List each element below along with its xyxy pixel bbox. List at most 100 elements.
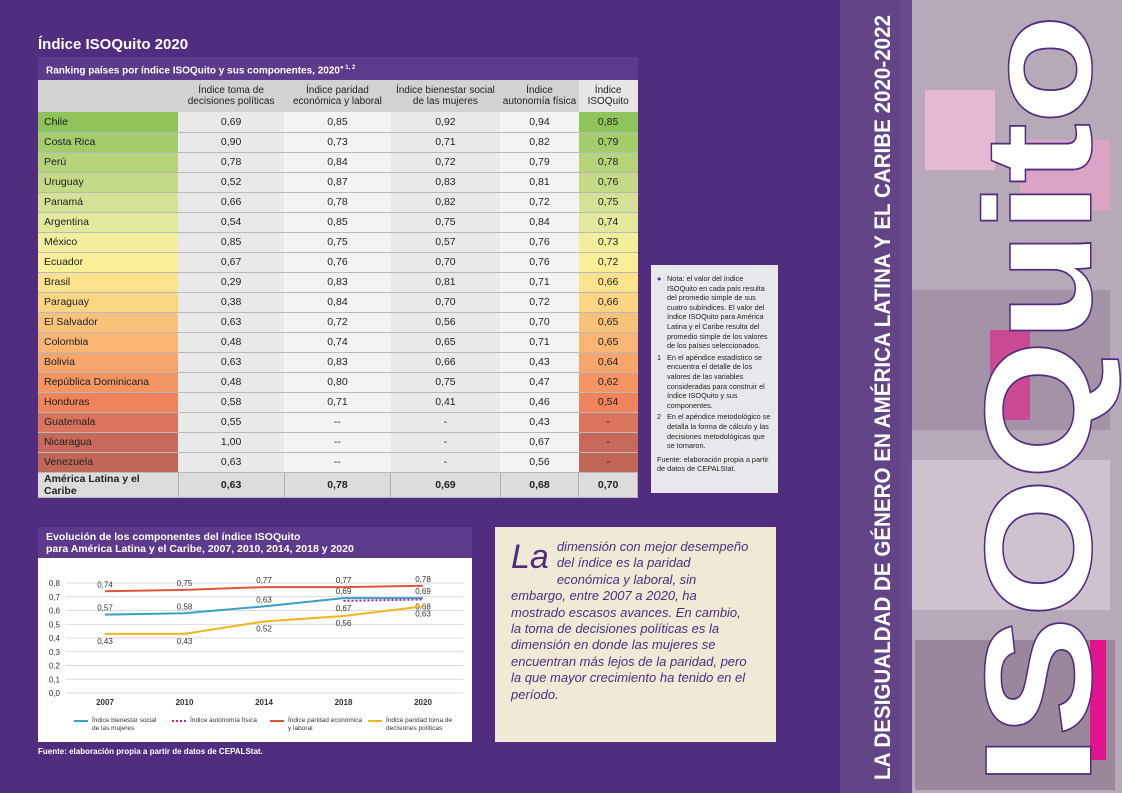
- value-label: 0,77: [336, 576, 352, 585]
- note-text: Nota: el valor del índice ISOQuito en ca…: [667, 274, 768, 351]
- legend-label: Índice paridad económica y laboral: [288, 715, 362, 732]
- table-cell: Argentina: [38, 212, 178, 233]
- table-cell: 0,83: [284, 352, 391, 373]
- y-tick-label: 0,0: [49, 689, 61, 698]
- table-cell: 0,48: [178, 372, 285, 393]
- caption-sup: 1, 2: [345, 65, 356, 71]
- table-cell: 0,84: [284, 152, 391, 173]
- title-strip: [840, 0, 912, 793]
- note-box: ● Nota: el valor del índice ISOQuito en c…: [651, 265, 778, 493]
- y-tick-label: 0,1: [49, 675, 61, 684]
- table-row: México 0,85 0,75 0,57 0,76 0,73: [38, 232, 638, 253]
- table-cell: 0,85: [284, 212, 391, 233]
- table-cell: Nicaragua: [38, 432, 178, 453]
- table-cell: Guatemala: [38, 412, 178, 433]
- table-cell: 0,54: [578, 392, 638, 413]
- table-cell: 0,54: [178, 212, 285, 233]
- note-num: 1: [657, 352, 662, 362]
- note-num: 2: [657, 412, 662, 422]
- table-cell: 0,74: [284, 332, 391, 353]
- table-cell: 0,78: [284, 472, 392, 498]
- table-cell: Chile: [38, 112, 178, 133]
- table-cell: 0,66: [178, 192, 285, 213]
- table-cell: Costa Rica: [38, 132, 178, 153]
- table-cell: 0,41: [390, 392, 501, 413]
- table-cell: 0,76: [284, 252, 391, 273]
- table-cell: 0,92: [390, 112, 501, 133]
- value-label: 0,56: [336, 619, 352, 628]
- value-label: 0,43: [177, 637, 193, 646]
- ranking-table: Índice toma de decisiones políticas Índic…: [38, 80, 638, 498]
- collage-block: [915, 640, 1115, 790]
- table-cell: 0,76: [500, 252, 579, 273]
- side-logo: ISOQuito: [954, 15, 1122, 785]
- table-cell: -: [578, 452, 638, 473]
- table-cell: Paraguay: [38, 292, 178, 313]
- chart-source: Fuente: elaboración propia a partir de d…: [38, 747, 263, 756]
- collage-block: [1090, 640, 1106, 760]
- total-row: América Latina y el Caribe 0,63 0,78 0,69 0,…: [38, 472, 638, 498]
- table-cell: 0,83: [284, 272, 391, 293]
- table-row: Costa Rica 0,90 0,73 0,71 0,82 0,79: [38, 132, 638, 153]
- quote-lead: La: [511, 538, 549, 576]
- table-row: Uruguay 0,52 0,87 0,83 0,81 0,76: [38, 172, 638, 193]
- header-cell: Índice ISOQuito: [578, 80, 638, 112]
- table-row: República Dominicana 0,48 0,80 0,75 0,47 0,62: [38, 372, 638, 393]
- legend-label: Índice bienestar social de las mujeres: [92, 715, 157, 732]
- chart-bg: [38, 558, 472, 742]
- table-cell: El Salvador: [38, 312, 178, 333]
- table-cell: 0,63: [178, 472, 285, 498]
- table-cell: Bolivia: [38, 352, 178, 373]
- table-cell: Ecuador: [38, 252, 178, 273]
- table-row: Venezuela 0,63 -- -0,56-: [38, 452, 638, 473]
- table-cell: 0,48: [178, 332, 285, 353]
- table-cell: 0,65: [390, 332, 501, 353]
- header-cell: [38, 80, 178, 112]
- table-row: Colombia 0,48 0,74 0,65 0,71 0,65: [38, 332, 638, 353]
- table-cell: 0,71: [500, 272, 579, 293]
- x-tick-label: 2020: [414, 698, 432, 707]
- table-cell: 1,00: [178, 432, 285, 453]
- table-cell: 0,69: [178, 112, 285, 133]
- table-cell: 0,72: [500, 192, 579, 213]
- table-cell: 0,75: [578, 192, 638, 213]
- table-cell: Perú: [38, 152, 178, 173]
- value-label: 0,57: [97, 604, 113, 613]
- value-label: 0,75: [177, 579, 193, 588]
- table-caption: Ranking países por índice ISOQuito y sus…: [38, 57, 638, 80]
- table-cell: 0,90: [178, 132, 285, 153]
- table-row: Nicaragua 1,00 -- -0,67-: [38, 432, 638, 453]
- table-cell: América Latina y el Caribe: [38, 472, 179, 498]
- collage-block: [1020, 140, 1110, 210]
- table-cell: 0,63: [178, 352, 285, 373]
- table-cell: 0,78: [178, 152, 285, 173]
- value-label: 0,63: [256, 595, 272, 604]
- table-cell: 0,79: [500, 152, 579, 173]
- value-label: 0,74: [97, 580, 113, 589]
- table-cell: Panamá: [38, 192, 178, 213]
- value-label: 0,78: [415, 575, 431, 584]
- table-cell: 0,69: [390, 472, 501, 498]
- table-cell: 0,72: [390, 152, 501, 173]
- value-label: 0,52: [256, 625, 272, 634]
- x-tick-label: 2014: [255, 698, 273, 707]
- table-cell: 0,82: [390, 192, 501, 213]
- value-label: 0,67: [336, 604, 352, 613]
- note-item: ● Nota: el valor del índice ISOQuito en c…: [657, 274, 772, 351]
- table-cell: 0,67: [178, 252, 285, 273]
- table-cell: Colombia: [38, 332, 178, 353]
- table-cell: México: [38, 232, 178, 253]
- y-tick-label: 0,2: [49, 662, 61, 671]
- value-label: 0,77: [256, 576, 272, 585]
- quote-box: La dimensión con mejor desempeño del índi…: [495, 527, 776, 742]
- y-tick-label: 0,6: [49, 607, 61, 616]
- side-panel: LA DESIGUALDAD DE GÉNERO EN AMÉRICA LATI…: [840, 0, 1122, 793]
- quote-text: dimensión con mejor desempeño del índice…: [511, 539, 749, 702]
- chart-subtitle: para América Latina y el Caribe, 2007, 2…: [46, 543, 354, 555]
- table-cell: 0,71: [500, 332, 579, 353]
- table-row: Brasil 0,29 0,83 0,81 0,71 0,66: [38, 272, 638, 293]
- table-cell: 0,57: [390, 232, 501, 253]
- header-row: Índice toma de decisiones políticas Índic…: [38, 80, 638, 112]
- table-cell: 0,73: [284, 132, 391, 153]
- header-cell: Índice paridad económica y laboral: [284, 80, 391, 112]
